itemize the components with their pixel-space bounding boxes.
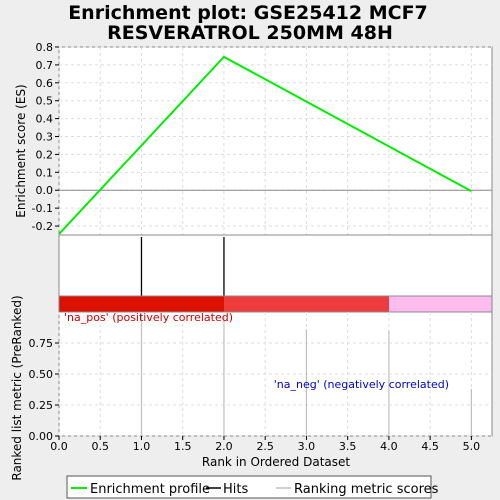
- legend-box: [66, 475, 432, 499]
- x-tick-label: 2.5: [256, 440, 274, 453]
- es-y-tick-label: 0.7: [36, 59, 54, 72]
- x-tick-label: 3.0: [298, 440, 316, 453]
- band-positive-strong: [59, 296, 224, 312]
- band-positive-mid: [224, 296, 389, 312]
- es-plot-area: [58, 46, 493, 236]
- metric-y-tick-label: 0.50: [29, 368, 54, 381]
- es-y-tick-label: -0.1: [32, 202, 53, 215]
- es-y-tick-label: -0.2: [32, 220, 53, 233]
- band-negative: [389, 296, 492, 312]
- x-tick-label: 4.0: [380, 440, 398, 453]
- es-y-tick-label: 0.3: [36, 131, 54, 144]
- metric-grid: [58, 312, 492, 437]
- correlation-color-band: [58, 295, 493, 313]
- metric-y-tick-label: 0.75: [29, 337, 54, 350]
- es-y-tick-label: 0.4: [36, 113, 54, 126]
- metric-x-ticks: 0.0 0.5 1.0 1.5 2.0 2.5 3.0 3.5 4.0 4.5 5.0: [50, 436, 480, 453]
- metric-y-ticks: 0.00 0.25 0.50 0.75: [29, 337, 59, 443]
- x-tick-label: 2.0: [215, 440, 233, 453]
- metric-y-tick-label: 0.00: [29, 430, 54, 443]
- x-tick-label: 1.5: [174, 440, 192, 453]
- metric-panel: 0.00 0.25 0.50 0.75 0.0 0.5 1.0 1.5 2.0 2.5 3.0 3.…: [10, 295, 493, 481]
- legend-label-hits: Hits: [223, 482, 248, 497]
- title-line-1: Enrichment plot: GSE25412 MCF7: [68, 2, 428, 24]
- negative-correlation-label: 'na_neg' (negatively correlated): [274, 378, 449, 391]
- es-y-tick-label: 0.6: [36, 77, 54, 90]
- legend-label-profile: Enrichment profile: [90, 482, 210, 497]
- es-y-tick-label: 0.5: [36, 95, 54, 108]
- es-y-tick-label: 0.0: [36, 184, 54, 197]
- positive-correlation-label: 'na_pos' (positively correlated): [64, 311, 233, 324]
- x-axis-label: Rank in Ordered Dataset: [202, 455, 350, 469]
- x-tick-label: 0.5: [91, 440, 109, 453]
- es-y-tick-label: 0.1: [36, 166, 54, 179]
- x-tick-label: 3.5: [339, 440, 357, 453]
- metric-y-tick-label: 0.25: [29, 399, 54, 412]
- hits-plot-area: [58, 234, 493, 297]
- es-y-tick-label: 0.2: [36, 148, 54, 161]
- es-panel: -0.2 -0.1 0.0 0.1 0.2 0.3 0.4 0.5 0.6 0.7 0.8 Enri…: [14, 41, 493, 236]
- es-y-tick-label: 0.8: [36, 41, 54, 54]
- x-tick-label: 5.0: [463, 440, 481, 453]
- enrichment-profile-line: [58, 55, 472, 235]
- x-tick-label: 1.0: [133, 440, 151, 453]
- metric-bars: [140, 313, 472, 436]
- title-line-2: RESVERATROL 250MM 48H: [107, 22, 393, 44]
- hits-panel: [58, 234, 493, 297]
- es-y-label: Enrichment score (ES): [14, 84, 28, 217]
- legend-label-metric: Ranking metric scores: [294, 482, 439, 497]
- metric-y-label: Ranked list metric (PreRanked): [10, 295, 24, 480]
- x-tick-label: 0.0: [50, 440, 68, 453]
- x-tick-label: 4.5: [421, 440, 439, 453]
- es-y-ticks: -0.2 -0.1 0.0 0.1 0.2 0.3 0.4 0.5 0.6 0.7 0.8: [32, 41, 59, 233]
- hits-lines: [140, 237, 225, 296]
- legend: Enrichment profile Hits Ranking metric s…: [66, 475, 439, 499]
